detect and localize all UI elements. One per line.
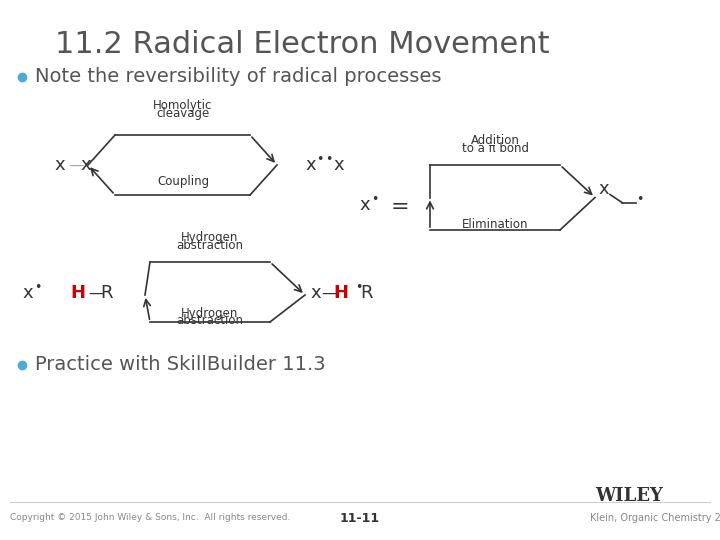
Text: Note the reversibility of radical processes: Note the reversibility of radical proces… [35, 68, 441, 86]
Text: Klein, Organic Chemistry 2e: Klein, Organic Chemistry 2e [590, 513, 720, 523]
Text: x: x [310, 284, 320, 302]
Text: Copyright © 2015 John Wiley & Sons, Inc.  All rights reserved.: Copyright © 2015 John Wiley & Sons, Inc.… [10, 514, 290, 523]
Text: —: — [321, 286, 336, 300]
Text: Hydrogen: Hydrogen [181, 307, 239, 320]
Text: •: • [325, 153, 333, 166]
Text: abstraction: abstraction [176, 239, 243, 252]
Text: Homolytic: Homolytic [153, 99, 212, 112]
Text: Elimination: Elimination [462, 219, 528, 232]
Text: Practice with SkillBuilder 11.3: Practice with SkillBuilder 11.3 [35, 355, 325, 375]
Text: x: x [55, 156, 66, 174]
Text: H: H [71, 284, 86, 302]
Text: to a π bond: to a π bond [462, 142, 528, 155]
Text: •: • [636, 193, 644, 206]
Text: x: x [23, 284, 33, 302]
Text: x: x [80, 156, 91, 174]
Text: Coupling: Coupling [157, 176, 209, 188]
Text: R: R [100, 284, 112, 302]
Text: x: x [598, 180, 608, 199]
Text: —: — [68, 158, 84, 172]
Text: cleavage: cleavage [156, 107, 210, 120]
Text: x: x [360, 196, 370, 214]
Text: —: — [88, 286, 103, 300]
Text: Hydrogen: Hydrogen [181, 231, 239, 244]
Text: 11.2 Radical Electron Movement: 11.2 Radical Electron Movement [55, 30, 549, 59]
Text: R: R [360, 284, 372, 302]
Text: H: H [333, 284, 348, 302]
Text: •: • [355, 281, 362, 294]
Text: =: = [391, 197, 409, 217]
Text: •: • [316, 153, 323, 166]
Text: 11-11: 11-11 [340, 511, 380, 524]
Text: x: x [305, 156, 315, 174]
Text: x: x [333, 156, 343, 174]
Text: abstraction: abstraction [176, 314, 243, 327]
Text: •: • [372, 193, 379, 206]
Text: Addition: Addition [471, 134, 519, 147]
Text: •: • [35, 281, 42, 294]
Text: WILEY: WILEY [595, 487, 663, 505]
